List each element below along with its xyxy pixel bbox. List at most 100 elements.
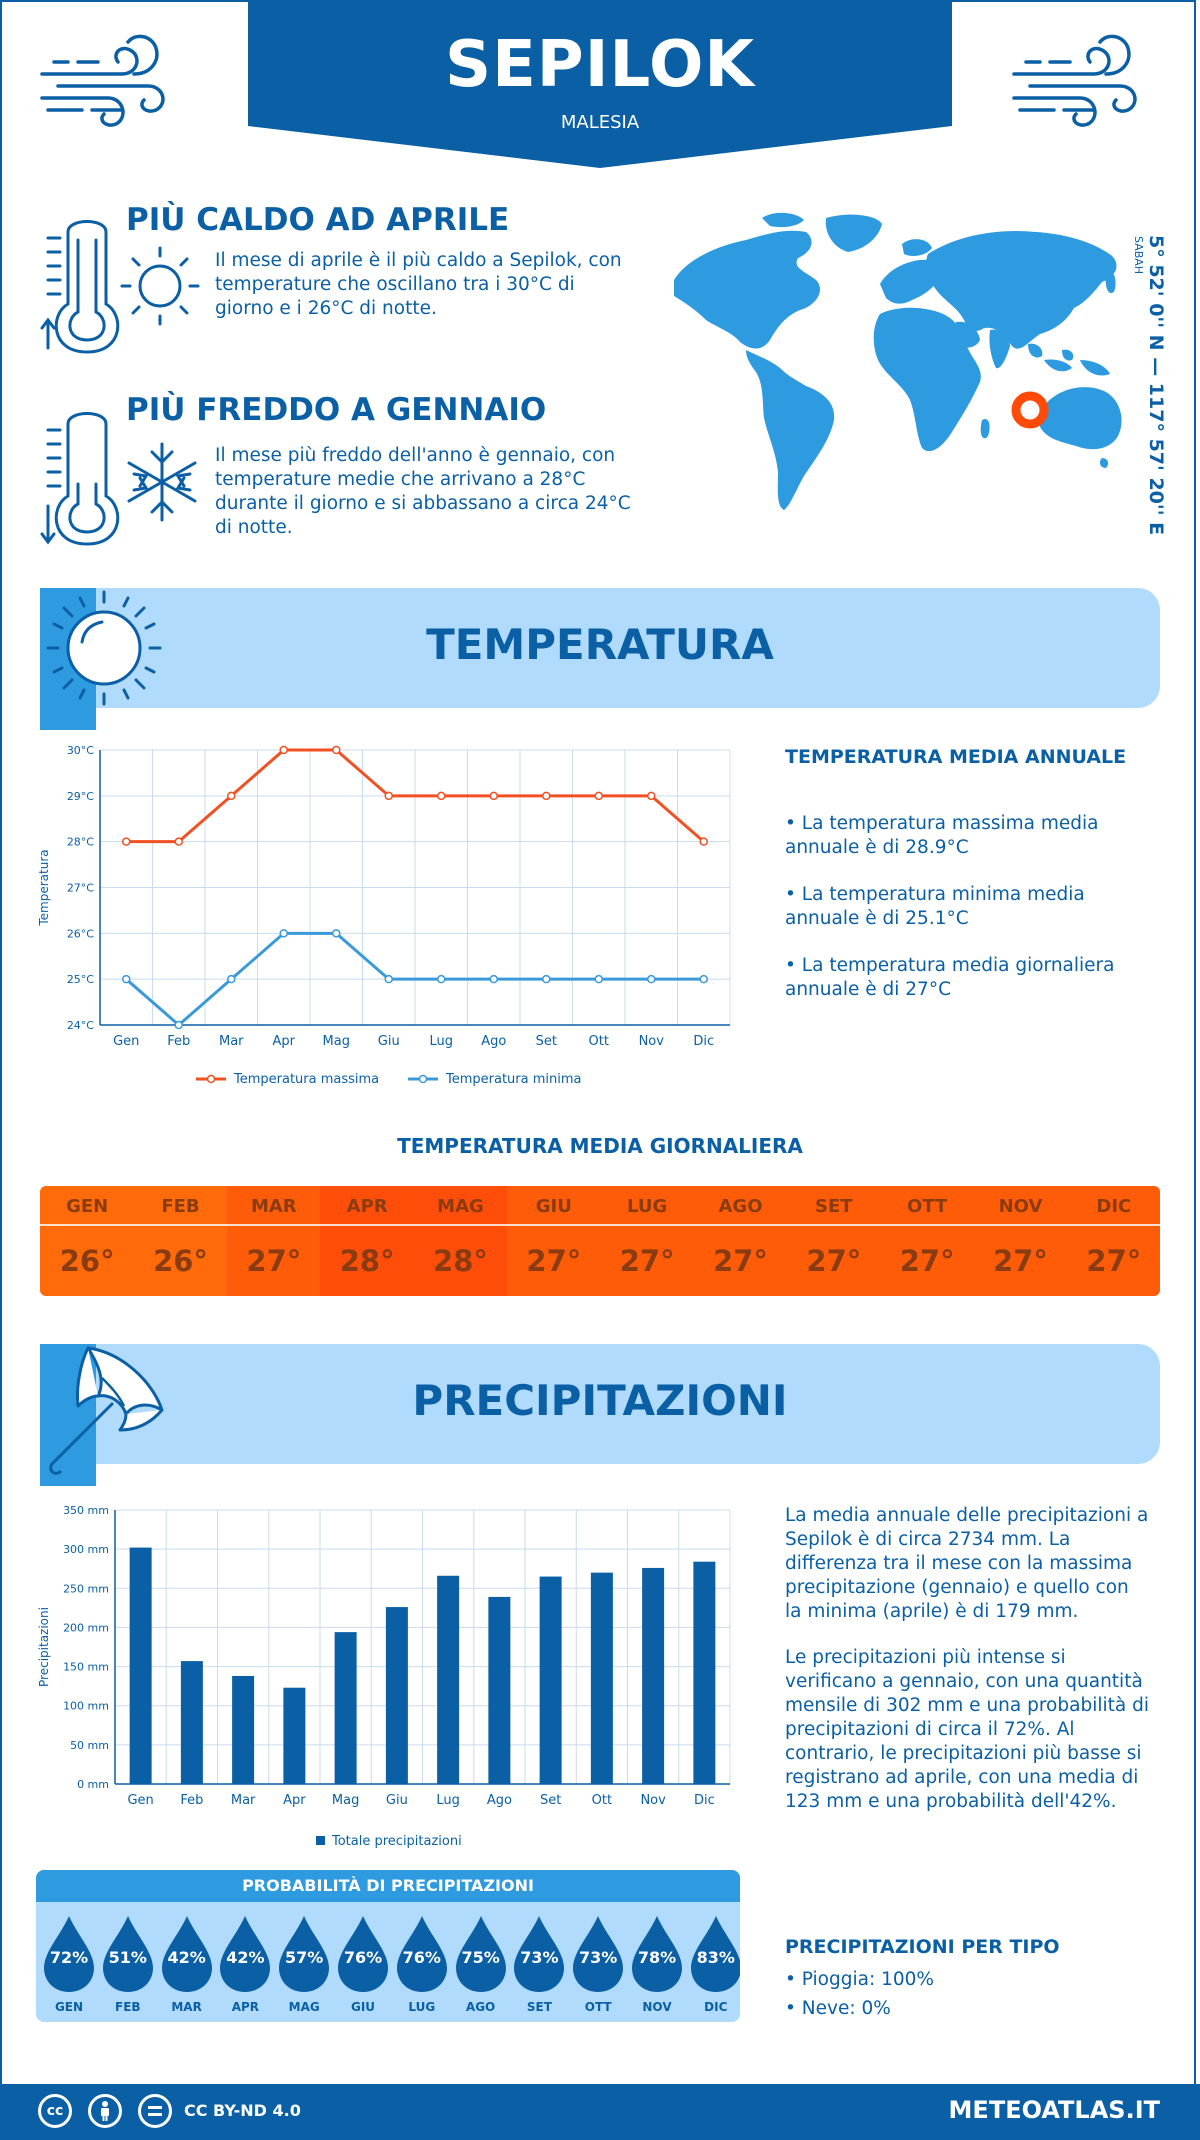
y-tick-label: 30°C bbox=[67, 744, 94, 757]
probability-drop: 42% APR bbox=[218, 1914, 272, 2018]
y-tick-label: 24°C bbox=[67, 1019, 94, 1032]
y-tick-label: 300 mm bbox=[63, 1543, 109, 1556]
probability-month: FEB bbox=[115, 2000, 141, 2014]
x-tick-label: Apr bbox=[273, 1034, 296, 1049]
hottest-text: Il mese di aprile è il più caldo a Sepil… bbox=[215, 250, 622, 319]
daily-month: GIU bbox=[535, 1196, 572, 1217]
probability-month: GIU bbox=[350, 2000, 376, 2014]
raindrop-icon bbox=[573, 1916, 624, 1992]
raindrop-icon bbox=[161, 1916, 212, 1992]
daily-month: MAG bbox=[437, 1196, 484, 1217]
x-tick-label: Giu bbox=[378, 1034, 400, 1049]
probability-drop: 75% AGO bbox=[454, 1914, 508, 2018]
thermometer-hot-icon bbox=[40, 220, 200, 354]
x-tick-label: Apr bbox=[283, 1793, 306, 1808]
x-tick-label: Mar bbox=[231, 1793, 256, 1808]
site-link[interactable]: METEOATLAS.IT bbox=[948, 2096, 1160, 2124]
probability-drop: 42% MAR bbox=[160, 1914, 214, 2018]
y-tick-label: 27°C bbox=[67, 882, 94, 895]
data-point bbox=[699, 974, 708, 984]
data-point bbox=[279, 929, 288, 938]
probability-value: 51% bbox=[108, 1948, 147, 1967]
bar bbox=[283, 1687, 306, 1784]
data-point bbox=[227, 791, 236, 801]
daily-cell: FEB 26° bbox=[133, 1186, 228, 1296]
daily-month: MAR bbox=[250, 1196, 297, 1217]
data-point bbox=[227, 974, 236, 984]
probability-value: 42% bbox=[226, 1948, 265, 1967]
annual-temp-title: TEMPERATURA MEDIA ANNUALE bbox=[785, 746, 1127, 768]
bar bbox=[693, 1561, 716, 1784]
daily-cell: APR 28° bbox=[320, 1186, 415, 1296]
sun-icon bbox=[40, 588, 162, 730]
daily-value: 27° bbox=[993, 1244, 1048, 1278]
probability-drop: 76% LUG bbox=[395, 1914, 449, 2018]
probability-month: GEN bbox=[54, 2000, 84, 2014]
probability-value: 83% bbox=[696, 1948, 735, 1967]
temperature-chart: 24°C 25°C 26°C 27°C 28°C 29°C 30°C Gen Feb Mar Apr… bbox=[37, 744, 731, 1087]
temperature-banner bbox=[40, 588, 1160, 708]
daily-cell: DIC 27° bbox=[1066, 1186, 1160, 1296]
legend-marker bbox=[418, 1074, 428, 1084]
wind-icon-left bbox=[40, 34, 165, 127]
series-line-min bbox=[125, 931, 704, 1027]
x-tick-label: Dic bbox=[694, 1793, 715, 1808]
daily-temp-title: TEMPERATURA MEDIA GIORNALIERA bbox=[397, 1134, 803, 1158]
bar bbox=[437, 1575, 460, 1784]
data-point bbox=[594, 791, 603, 801]
raindrop-icon bbox=[102, 1916, 153, 1992]
raindrop-icon bbox=[455, 1916, 506, 1992]
y-tick-label: 200 mm bbox=[63, 1621, 109, 1634]
x-tick-label: Dic bbox=[693, 1034, 714, 1049]
y-axis-label: Temperatura bbox=[37, 849, 51, 926]
bar bbox=[642, 1567, 665, 1784]
data-point bbox=[489, 974, 498, 984]
data-point bbox=[122, 837, 131, 846]
x-tick-label: Gen bbox=[113, 1034, 139, 1049]
probability-value: 42% bbox=[167, 1948, 206, 1967]
y-tick-label: 50 mm bbox=[70, 1739, 109, 1752]
daily-value: 26° bbox=[153, 1244, 208, 1278]
y-tick-label: 100 mm bbox=[63, 1700, 109, 1713]
daily-cell: LUG 27° bbox=[600, 1186, 695, 1296]
data-point bbox=[174, 1020, 183, 1030]
probability-month: DIC bbox=[704, 2000, 728, 2014]
probability-drop: 57% MAG bbox=[277, 1914, 331, 2018]
legend-label: Temperatura massima bbox=[233, 1072, 379, 1087]
equal-icon bbox=[138, 2094, 172, 2128]
bullet-max: • La temperatura massima media annuale è… bbox=[785, 813, 1099, 858]
y-tick-label: 25°C bbox=[67, 973, 94, 986]
probability-drop: 72% GEN bbox=[42, 1914, 96, 2018]
x-tick-label: Ago bbox=[487, 1793, 512, 1808]
y-tick-label: 28°C bbox=[67, 836, 94, 849]
daily-value: 27° bbox=[806, 1244, 862, 1278]
daily-temp-table: GEN 26° FEB 26° MAR 27° APR 28° MAG 28° GIU 27° LUG 2… bbox=[40, 1186, 1160, 1296]
precip-probability-title: PROBABILITÀ DI PRECIPITAZIONI bbox=[36, 1870, 740, 1902]
x-tick-label: Ott bbox=[589, 1034, 609, 1049]
x-tick-label: Lug bbox=[436, 1793, 460, 1808]
probability-drop: 73% OTT bbox=[571, 1914, 625, 2018]
daily-month: OTT bbox=[907, 1196, 948, 1217]
daily-cell: MAR 27° bbox=[226, 1186, 321, 1296]
probability-drop: 78% NOV bbox=[630, 1914, 684, 2018]
probability-value: 72% bbox=[49, 1948, 89, 1967]
thermometer-cold-icon bbox=[40, 412, 197, 546]
probability-value: 57% bbox=[285, 1948, 324, 1967]
data-point bbox=[437, 974, 446, 984]
legend-swatch bbox=[316, 1836, 325, 1845]
data-point bbox=[647, 791, 656, 801]
probability-value: 75% bbox=[461, 1948, 500, 1967]
daily-value: 27° bbox=[246, 1244, 302, 1278]
precip-paragraph-2: Le precipitazioni più intense si verific… bbox=[785, 1647, 1149, 1812]
y-tick-label: 350 mm bbox=[63, 1504, 109, 1517]
daily-value: 26° bbox=[59, 1244, 115, 1278]
country-subtitle: MALESIA bbox=[560, 112, 640, 133]
daily-cell: OTT 27° bbox=[880, 1186, 975, 1296]
probability-value: 73% bbox=[520, 1948, 559, 1967]
probability-value: 76% bbox=[402, 1948, 441, 1967]
data-point bbox=[542, 974, 551, 984]
daily-value: 28° bbox=[433, 1244, 488, 1278]
daily-cell: MAG 28° bbox=[413, 1186, 508, 1296]
probability-month: LUG bbox=[408, 2000, 436, 2014]
x-tick-label: Gen bbox=[127, 1793, 153, 1808]
